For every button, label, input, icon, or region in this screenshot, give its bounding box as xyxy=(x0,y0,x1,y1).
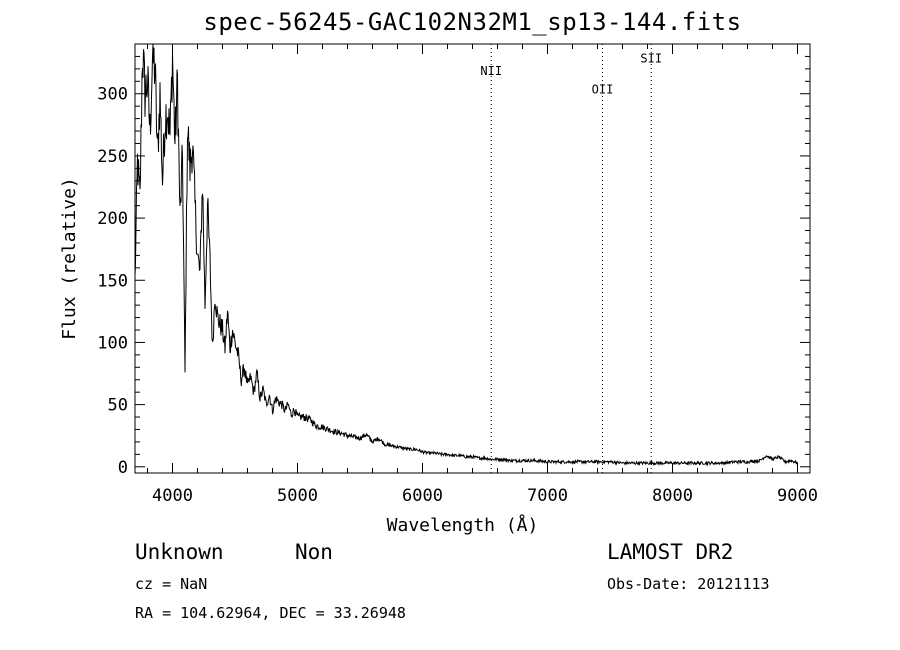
plot-frame xyxy=(134,43,811,474)
spectrum-chart: NII OII SII 4000 5000 6000 7000 8000 9000 0 50 100… xyxy=(59,43,818,536)
survey-name: LAMOST DR2 xyxy=(607,540,734,564)
x-tick-label: 9000 xyxy=(777,486,818,506)
y-tick-label: 200 xyxy=(97,209,128,229)
coordinates-text: RA = 104.62964, DEC = 33.26948 xyxy=(135,604,406,622)
x-axis-label: Wavelength (Å) xyxy=(387,514,539,536)
x-tick-label: 6000 xyxy=(402,486,443,506)
spectrum-line xyxy=(134,43,798,467)
y-tick-label: 50 xyxy=(108,396,128,416)
y-tick-label: 300 xyxy=(97,85,128,105)
emission-line-label: OII xyxy=(592,83,614,97)
x-tick-label: 8000 xyxy=(652,486,693,506)
redshift-text: cz = NaN xyxy=(135,575,208,593)
y-tick-label: 0 xyxy=(118,458,128,478)
emission-line-label: SII xyxy=(640,52,662,66)
chart-title: spec-56245-GAC102N32M1_sp13-144.fits xyxy=(203,8,742,36)
y-tick-label: 150 xyxy=(97,271,128,291)
obs-date: Obs-Date: 20121113 xyxy=(607,575,770,593)
x-tick-label: 5000 xyxy=(277,486,318,506)
object-subclass: Non xyxy=(295,540,333,564)
y-tick-label: 250 xyxy=(97,147,128,167)
y-axis-label: Flux (relative) xyxy=(59,177,80,340)
y-tick-label: 100 xyxy=(97,333,128,353)
object-class: Unknown xyxy=(135,540,224,564)
emission-line-label: NII xyxy=(480,64,502,78)
x-tick-label: 7000 xyxy=(527,486,568,506)
x-tick-label: 4000 xyxy=(152,486,193,506)
